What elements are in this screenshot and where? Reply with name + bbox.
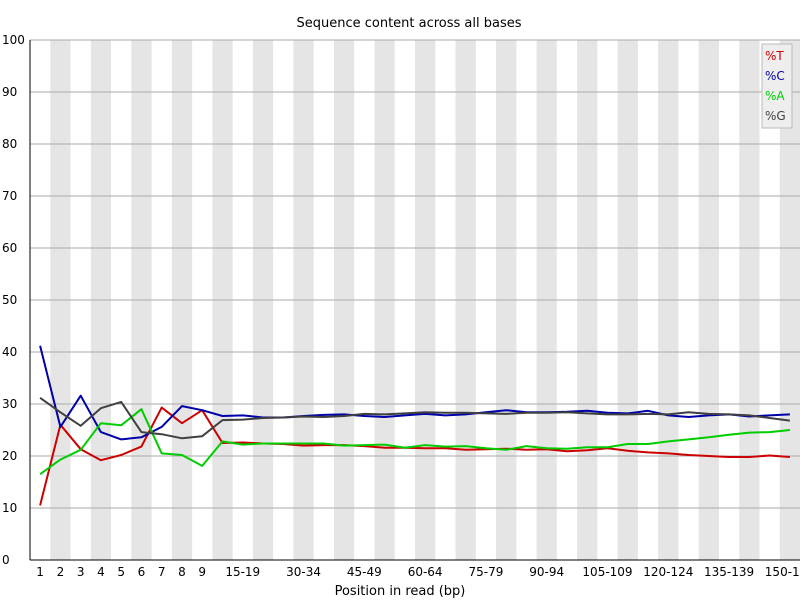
y-tick-label: 0 bbox=[2, 553, 10, 567]
x-tick-label: 1 bbox=[36, 565, 44, 579]
x-tick-label: 9 bbox=[198, 565, 206, 579]
series-lines bbox=[39, 345, 791, 506]
legend-box bbox=[761, 43, 793, 129]
chart-title: Sequence content across all bases bbox=[296, 16, 521, 31]
series-line bbox=[39, 396, 791, 440]
axes bbox=[29, 40, 800, 561]
y-tick-label: 80 bbox=[2, 137, 17, 151]
x-tick-label: 6 bbox=[138, 565, 146, 579]
y-tick-labels: 0 10 20 30 40 50 60 70 80 90 100 bbox=[2, 33, 25, 567]
y-tick-label: 30 bbox=[2, 397, 17, 411]
x-tick-label: 90-94 bbox=[529, 565, 564, 579]
x-tick-label: 15-19 bbox=[225, 565, 260, 579]
x-tick-label: 45-49 bbox=[347, 565, 382, 579]
x-tick-label: 135-139 bbox=[704, 565, 754, 579]
series-line bbox=[39, 406, 790, 506]
x-tick-label: 5 bbox=[117, 565, 125, 579]
y-tick-label: 40 bbox=[2, 345, 17, 359]
x-tick-label: 150-151 bbox=[765, 565, 800, 579]
x-tick-label: 60-64 bbox=[408, 565, 443, 579]
x-tick-label: 7 bbox=[158, 565, 166, 579]
x-tick-label: 120-124 bbox=[643, 565, 693, 579]
x-tick-label: 75-79 bbox=[468, 565, 503, 579]
y-tick-label: 60 bbox=[2, 241, 17, 255]
x-tick-label: 30-34 bbox=[286, 565, 321, 579]
x-tick-label: 105-109 bbox=[582, 565, 632, 579]
legend-entry: %C bbox=[765, 69, 785, 83]
x-tick-label: 8 bbox=[178, 565, 186, 579]
y-tick-label: 90 bbox=[2, 85, 17, 99]
x-tick-label: 3 bbox=[77, 565, 85, 579]
y-tick-label: 20 bbox=[2, 449, 17, 463]
x-axis-label: Position in read (bp) bbox=[335, 584, 466, 599]
y-tick-label: 100 bbox=[2, 33, 25, 47]
legend-entry: %T bbox=[765, 49, 784, 63]
legend-entry: %A bbox=[765, 89, 785, 103]
y-tick-label: 50 bbox=[2, 293, 17, 307]
y-tick-label: 70 bbox=[2, 189, 17, 203]
legend-entry: %G bbox=[765, 109, 786, 123]
x-tick-label: 4 bbox=[97, 565, 105, 579]
legend: %T %C %A %G bbox=[761, 43, 793, 129]
x-tick-label: 2 bbox=[57, 565, 65, 579]
y-tick-label: 10 bbox=[2, 501, 17, 515]
x-tick-labels: 1 2 3 4 5 6 7 8 9 15-19 30-34 45-49 60-64 75-79 90-94 1… bbox=[36, 565, 800, 579]
series-line bbox=[39, 408, 791, 476]
